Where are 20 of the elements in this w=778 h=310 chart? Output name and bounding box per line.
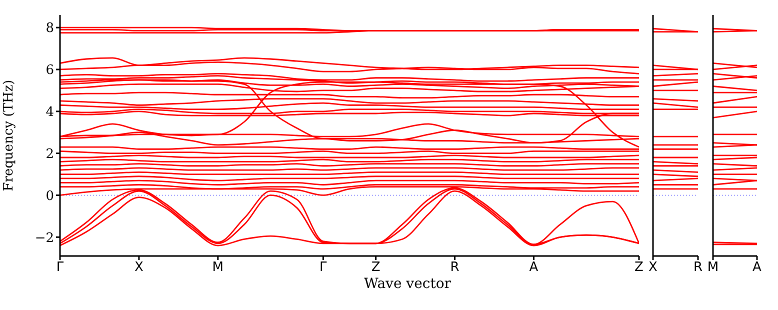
y-tick-label: 6	[46, 63, 54, 78]
y-axis-title: Frequency (THz)	[2, 80, 17, 192]
y-tick-label: −2	[34, 230, 54, 246]
x-tick-label: R	[693, 260, 703, 276]
x-tick-label: Z	[634, 260, 644, 276]
x-tick-label: Γ	[320, 260, 328, 276]
x-tick-label: X	[648, 260, 658, 276]
y-tick-label: 4	[46, 105, 54, 120]
y-tick-label: 8	[46, 21, 54, 36]
x-tick-label: M	[212, 260, 224, 276]
x-tick-label: M	[707, 260, 719, 276]
x-tick-label: A	[529, 260, 538, 276]
x-axis-title: Wave vector	[363, 276, 452, 292]
x-tick-label: Γ	[56, 260, 64, 276]
x-tick-label: X	[134, 260, 144, 276]
x-tick-label: A	[752, 260, 762, 276]
x-tick-label: Z	[371, 260, 380, 276]
y-tick-label: 2	[46, 146, 54, 162]
y-tick-label: 0	[46, 188, 54, 204]
x-tick-label: R	[450, 260, 460, 276]
